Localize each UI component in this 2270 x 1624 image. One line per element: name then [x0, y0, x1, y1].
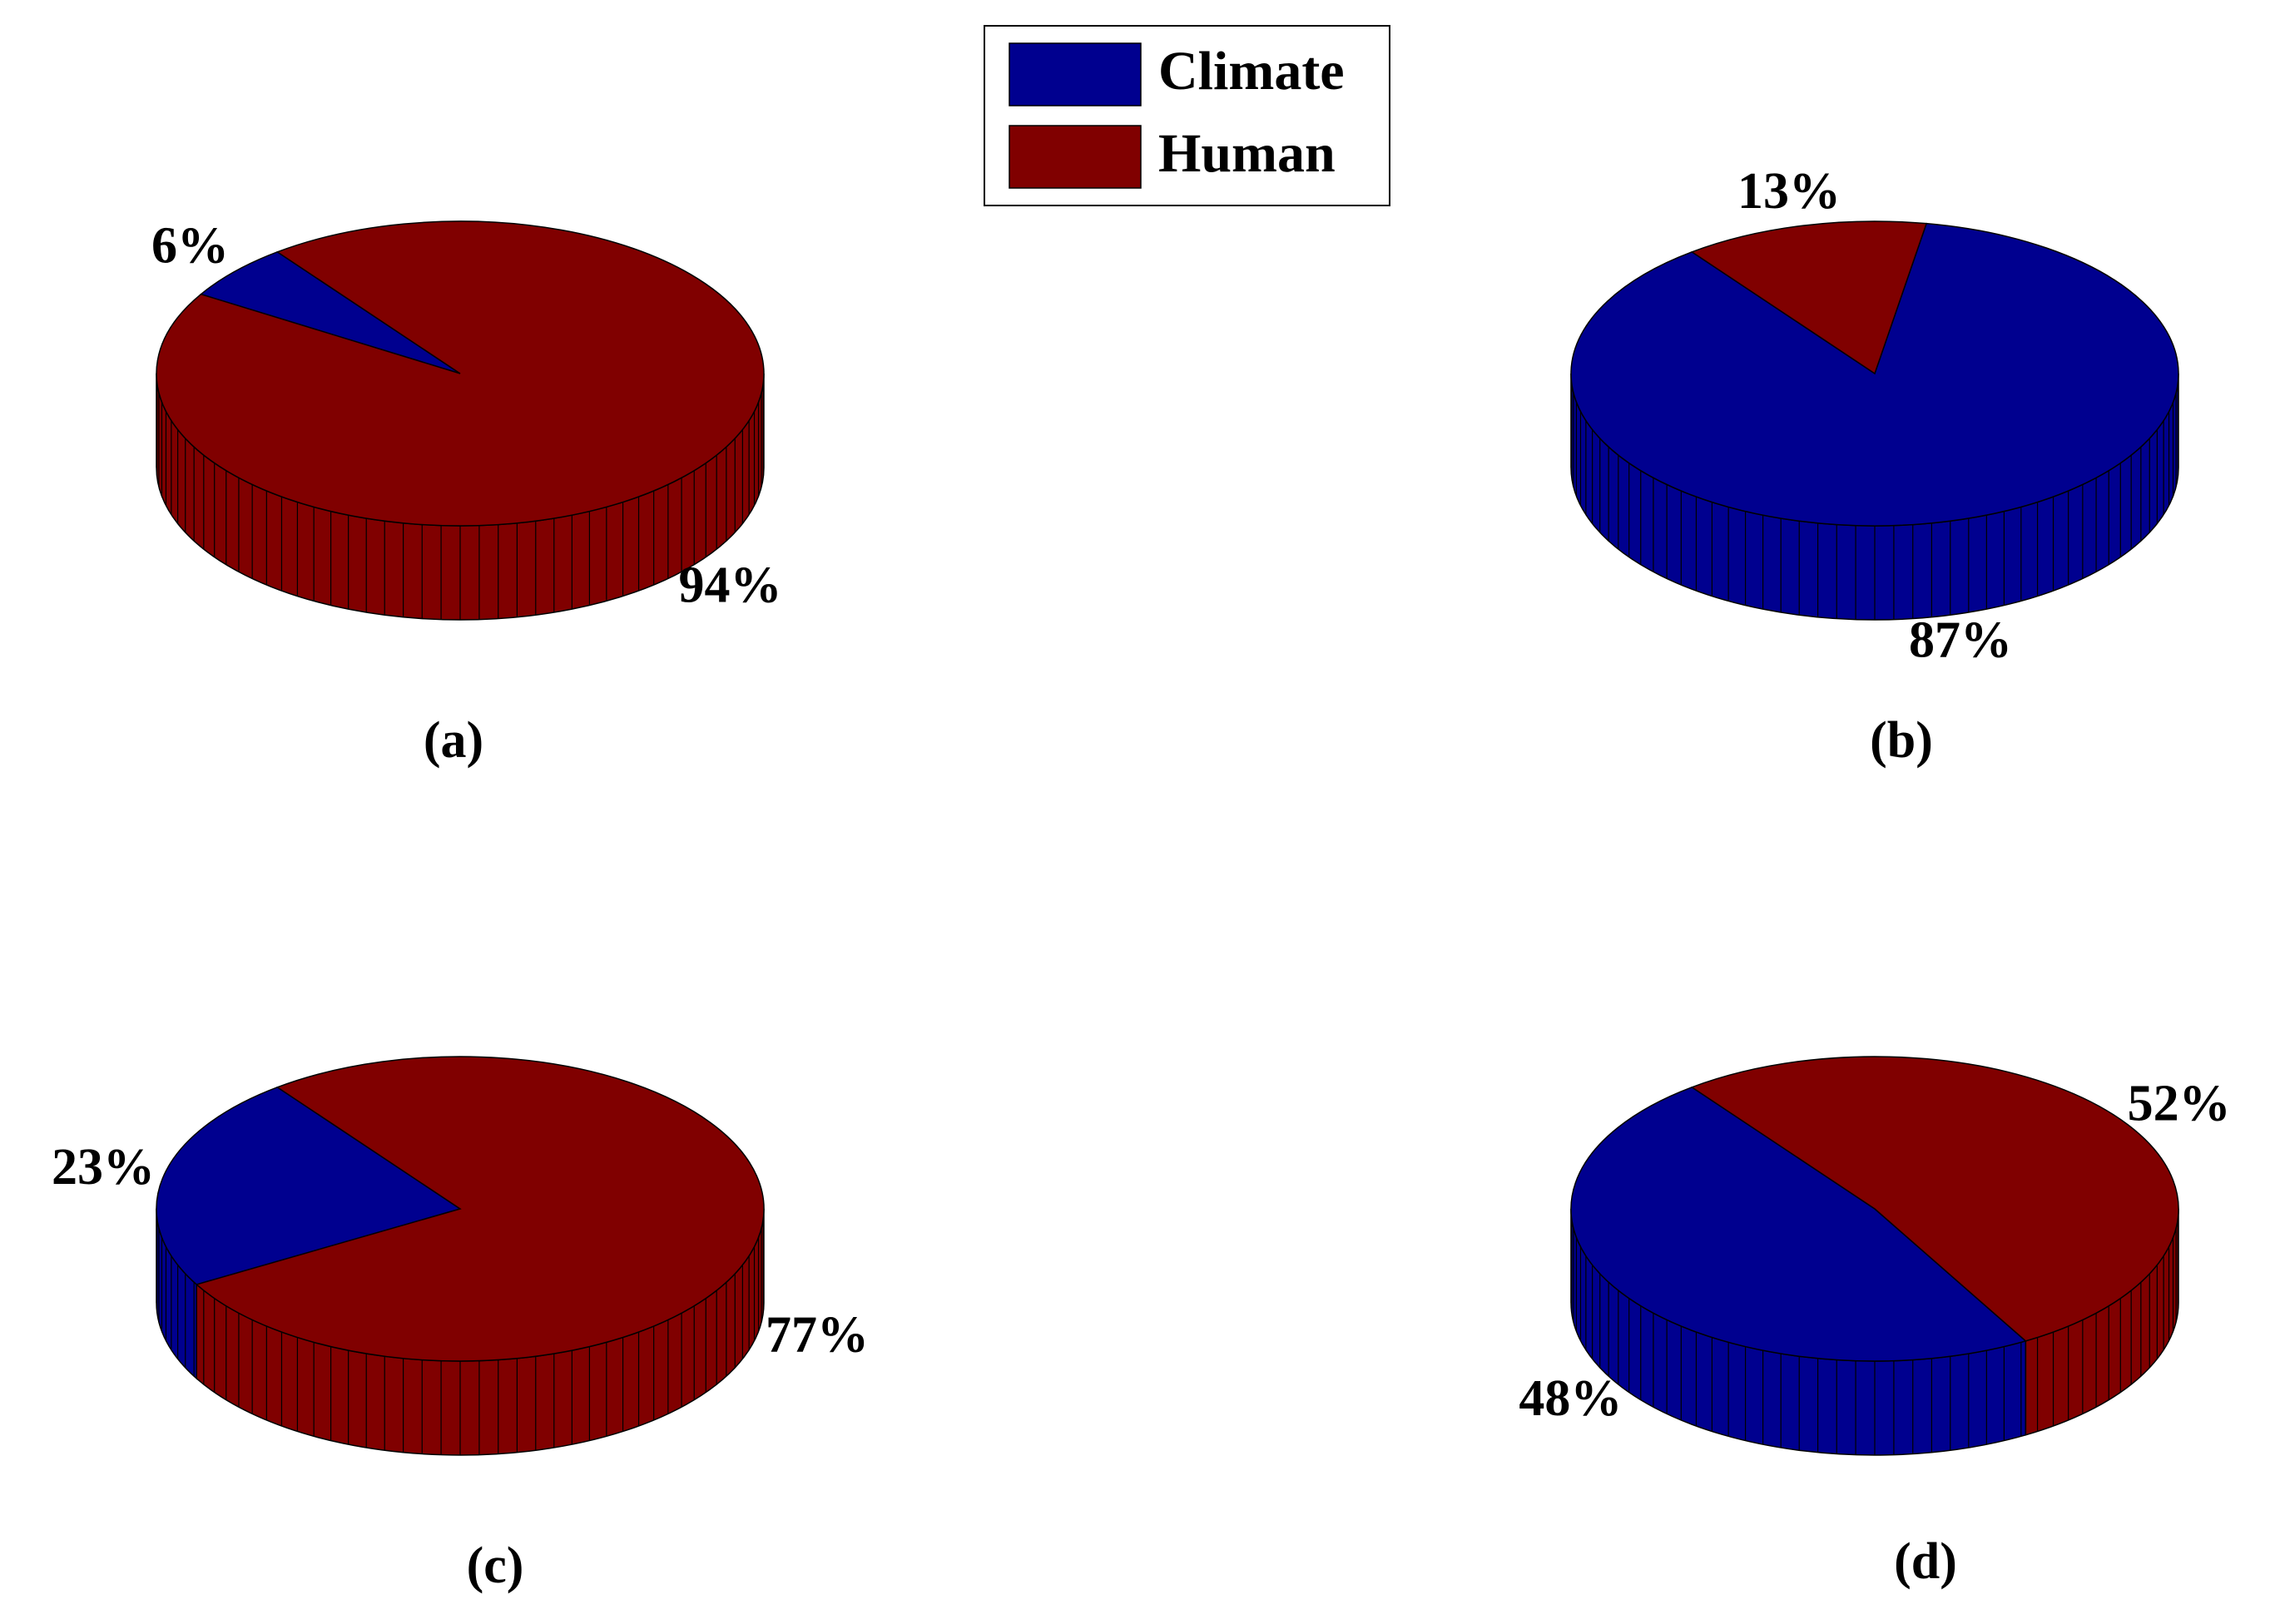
- pie-slice: [156, 1087, 462, 1285]
- pie-slice: [199, 251, 461, 374]
- legend-swatch: [1009, 42, 1142, 106]
- chart-title: (c): [467, 1537, 524, 1594]
- data-label: 48%: [1519, 1370, 1622, 1427]
- data-label: 87%: [1909, 612, 2012, 669]
- pie: 6% 94% (a): [151, 218, 781, 770]
- pie-slice: [195, 1056, 765, 1362]
- data-label: 6%: [151, 218, 229, 275]
- data-label: 52%: [2128, 1075, 2231, 1131]
- pie: 87% 13% (b): [1570, 163, 2179, 769]
- legend: Climate Human: [984, 25, 1390, 206]
- data-label: 13%: [1737, 163, 1841, 220]
- pie: 23% 77% (c): [52, 1056, 869, 1594]
- data-label: 23%: [52, 1139, 155, 1196]
- pie-slice: [1570, 222, 2179, 527]
- chart-title: (a): [424, 712, 483, 769]
- pie-slice: [156, 220, 765, 527]
- pie-slice: [1570, 1087, 2027, 1362]
- legend-swatch: [1009, 125, 1142, 189]
- legend-label: Climate: [1158, 41, 1345, 102]
- legend-label: Human: [1158, 123, 1336, 184]
- chart-title: (b): [1870, 712, 1933, 769]
- pie-slice: [1690, 220, 1928, 375]
- pie: 48% 52% (d): [1519, 1056, 2231, 1590]
- pie-slice: [1690, 1056, 2179, 1342]
- chart-title: (d): [1894, 1533, 1957, 1590]
- data-label: 94%: [678, 557, 781, 614]
- data-label: 77%: [766, 1306, 869, 1363]
